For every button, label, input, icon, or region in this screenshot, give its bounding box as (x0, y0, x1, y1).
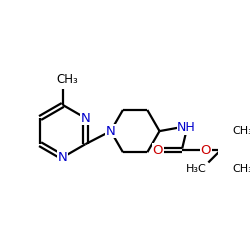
Text: O: O (200, 144, 211, 157)
Text: CH₃: CH₃ (233, 126, 250, 136)
Text: CH₃: CH₃ (56, 73, 78, 86)
Text: NH: NH (177, 121, 196, 134)
Text: N: N (58, 151, 68, 164)
Text: N: N (80, 112, 90, 124)
Text: CH₃: CH₃ (233, 164, 250, 174)
Text: N: N (106, 124, 116, 138)
Text: H₃C: H₃C (186, 164, 206, 174)
Text: O: O (152, 144, 163, 157)
